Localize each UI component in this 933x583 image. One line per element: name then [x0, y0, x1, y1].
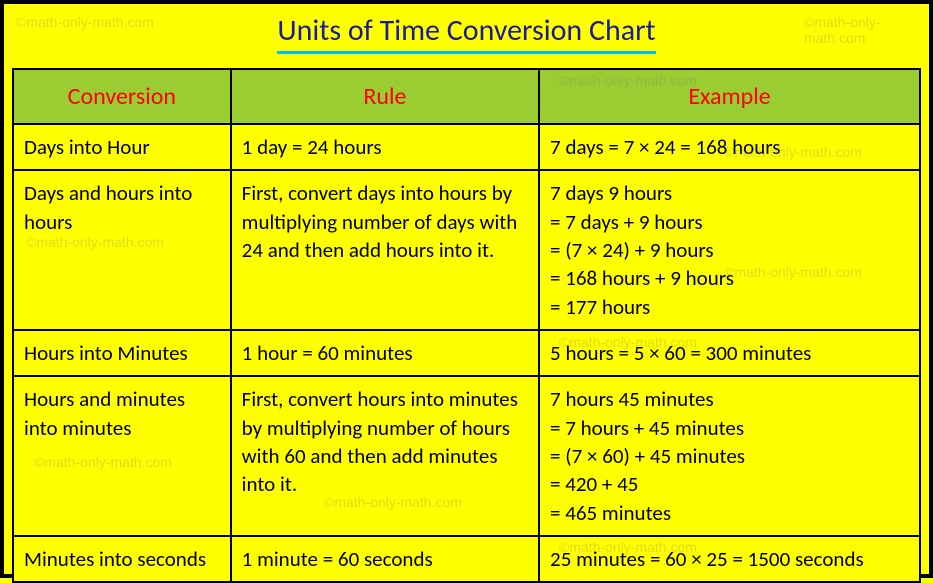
page-title: Units of Time Conversion Chart [277, 12, 655, 54]
table-row: Days and hours into hours First, convert… [13, 170, 920, 330]
cell-example: 7 hours 45 minutes= 7 hours + 45 minutes… [539, 376, 920, 536]
table-row: Hours and minutes into minutes First, co… [13, 376, 920, 536]
cell-example: 25 minutes = 60 × 25 = 1500 seconds [539, 536, 920, 582]
table-header-row: Conversion Rule Example [13, 69, 920, 124]
cell-rule: 1 day = 24 hours [231, 124, 539, 170]
conversion-table: Conversion Rule Example Days into Hour 1… [12, 68, 921, 583]
cell-rule: 1 hour = 60 minutes [231, 330, 539, 376]
col-header-conversion: Conversion [13, 69, 231, 124]
cell-example: 7 days = 7 × 24 = 168 hours [539, 124, 920, 170]
title-wrap: Units of Time Conversion Chart [4, 4, 929, 68]
cell-conversion: Minutes into seconds [13, 536, 231, 582]
cell-rule: 1 minute = 60 seconds [231, 536, 539, 582]
table-row: Hours into Minutes 1 hour = 60 minutes 5… [13, 330, 920, 376]
cell-example: 5 hours = 5 × 60 = 300 minutes [539, 330, 920, 376]
cell-conversion: Hours into Minutes [13, 330, 231, 376]
cell-rule: First, convert days into hours by multip… [231, 170, 539, 330]
cell-rule: First, convert hours into minutes by mul… [231, 376, 539, 536]
cell-conversion: Hours and minutes into minutes [13, 376, 231, 536]
table-body: Days into Hour 1 day = 24 hours 7 days =… [13, 124, 920, 582]
cell-conversion: Days and hours into hours [13, 170, 231, 330]
cell-conversion: Days into Hour [13, 124, 231, 170]
col-header-rule: Rule [231, 69, 539, 124]
table-row: Days into Hour 1 day = 24 hours 7 days =… [13, 124, 920, 170]
cell-example: 7 days 9 hours= 7 days + 9 hours= (7 × 2… [539, 170, 920, 330]
table-row: Minutes into seconds 1 minute = 60 secon… [13, 536, 920, 582]
col-header-example: Example [539, 69, 920, 124]
